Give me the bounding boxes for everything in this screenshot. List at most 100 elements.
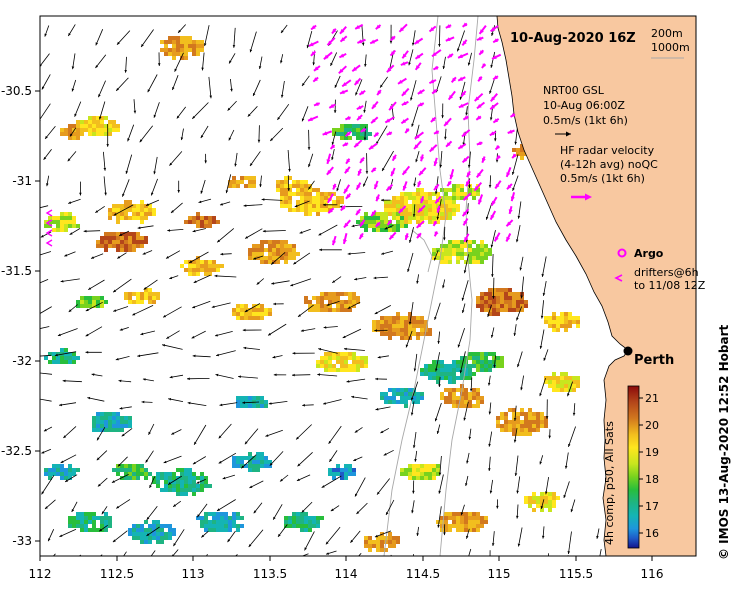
sst-pixel: [196, 264, 200, 268]
sst-pixel: [308, 184, 312, 188]
sst-pixel: [336, 204, 340, 208]
sst-pixel: [468, 356, 472, 360]
sst-pixel: [516, 416, 520, 420]
sst-pixel: [468, 248, 472, 252]
sst-pixel: [84, 520, 88, 524]
sst-pixel: [516, 300, 520, 304]
sst-pixel: [504, 292, 508, 296]
sst-pixel: [200, 524, 204, 528]
sst-pixel: [304, 180, 308, 184]
sst-pixel: [408, 204, 412, 208]
sst-pixel: [388, 320, 392, 324]
sst-pixel: [456, 184, 460, 188]
sst-pixel: [316, 212, 320, 216]
sst-pixel: [388, 544, 392, 548]
sst-pixel: [248, 404, 252, 408]
sst-pixel: [392, 216, 396, 220]
sst-pixel: [332, 128, 336, 132]
sst-pixel: [192, 52, 196, 56]
sst-pixel: [496, 312, 500, 316]
sst-pixel: [132, 216, 136, 220]
sst-pixel: [268, 464, 272, 468]
sst-pixel: [60, 216, 64, 220]
sst-pixel: [404, 324, 408, 328]
sst-pixel: [140, 200, 144, 204]
sst-pixel: [216, 520, 220, 524]
sst-pixel: [532, 424, 536, 428]
sst-pixel: [500, 304, 504, 308]
sst-pixel: [60, 212, 64, 216]
sst-pixel: [68, 220, 72, 224]
sst-pixel: [96, 428, 100, 432]
sst-pixel: [520, 428, 524, 432]
sst-pixel: [452, 188, 456, 192]
sst-pixel: [476, 388, 480, 392]
sst-pixel: [564, 384, 568, 388]
sst-pixel: [192, 484, 196, 488]
sst-pixel: [192, 488, 196, 492]
sst-pixel: [372, 320, 376, 324]
sst-pixel: [476, 192, 480, 196]
sst-pixel: [136, 464, 140, 468]
sst-pixel: [524, 304, 528, 308]
sst-pixel: [416, 396, 420, 400]
sst-pixel: [260, 252, 264, 256]
sst-pixel: [408, 324, 412, 328]
sst-pixel: [388, 328, 392, 332]
sst-pixel: [68, 524, 72, 528]
sst-pixel: [420, 392, 424, 396]
sst-pixel: [180, 492, 184, 496]
sst-pixel: [456, 260, 460, 264]
sst-pixel: [164, 40, 168, 44]
sst-pixel: [296, 512, 300, 516]
sst-pixel: [348, 128, 352, 132]
sst-pixel: [476, 300, 480, 304]
sst-pixel: [428, 476, 432, 480]
sst-pixel: [484, 308, 488, 312]
sst-pixel: [176, 484, 180, 488]
sst-pixel: [128, 472, 132, 476]
sst-pixel: [504, 424, 508, 428]
sst-pixel: [500, 424, 504, 428]
sst-pixel: [448, 260, 452, 264]
sst-pixel: [280, 180, 284, 184]
sst-pixel: [424, 320, 428, 324]
sst-pixel: [408, 396, 412, 400]
sst-pixel: [324, 200, 328, 204]
sst-pixel: [364, 224, 368, 228]
sst-pixel: [52, 360, 56, 364]
sst-pixel: [52, 464, 56, 468]
sst-pixel: [404, 332, 408, 336]
sst-pixel: [536, 412, 540, 416]
sst-pixel: [468, 528, 472, 532]
sst-pixel: [196, 220, 200, 224]
sst-pixel: [444, 520, 448, 524]
sst-pixel: [160, 488, 164, 492]
sst-pixel: [440, 376, 444, 380]
sst-pixel: [144, 540, 148, 544]
sst-pixel: [364, 220, 368, 224]
sst-pixel: [532, 416, 536, 420]
sst-pixel: [128, 532, 132, 536]
sst-pixel: [148, 532, 152, 536]
sst-pixel: [124, 296, 128, 300]
sst-pixel: [360, 124, 364, 128]
sst-pixel: [404, 316, 408, 320]
sst-pixel: [164, 52, 168, 56]
sst-pixel: [232, 184, 236, 188]
sst-pixel: [480, 260, 484, 264]
sst-pixel: [276, 252, 280, 256]
sst-pixel: [132, 536, 136, 540]
sst-pixel: [328, 360, 332, 364]
sst-pixel: [440, 392, 444, 396]
sst-pixel: [328, 352, 332, 356]
sst-pixel: [52, 468, 56, 472]
sst-pixel: [404, 328, 408, 332]
sst-pixel: [332, 192, 336, 196]
sst-pixel: [180, 52, 184, 56]
sst-pixel: [200, 516, 204, 520]
sst-pixel: [528, 424, 532, 428]
sst-pixel: [432, 476, 436, 480]
sst-pixel: [368, 536, 372, 540]
sst-pixel: [452, 244, 456, 248]
